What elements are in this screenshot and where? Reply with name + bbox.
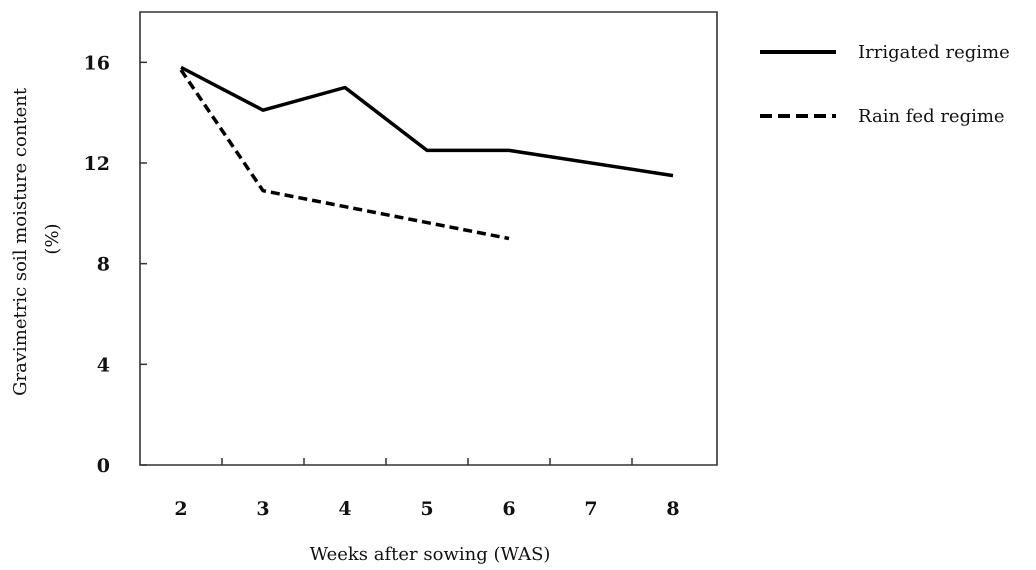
x-tick-label: 4 (338, 498, 351, 520)
plot-area (139, 11, 718, 466)
x-tick-label: 2 (174, 498, 187, 520)
y-axis-title-line-1: Gravimetric soil moisture content (10, 87, 31, 396)
series-line-2 (179, 68, 510, 241)
x-axis-ticks: 2 3 4 5 6 7 8 (174, 458, 680, 520)
y-tick-label: 16 (84, 52, 110, 74)
y-tick-label: 8 (97, 254, 110, 276)
legend-label-2: Rain fed regime (858, 106, 1005, 127)
series-layer (179, 65, 674, 241)
x-tick-label: 3 (256, 498, 269, 520)
x-tick-label: 5 (420, 498, 433, 520)
y-tick-label: 0 (97, 455, 110, 477)
y-axis-ticks: 0 4 8 12 16 (84, 52, 147, 477)
plot-frame (139, 11, 718, 466)
y-axis-title-line-2: (%) (42, 223, 63, 254)
x-tick-label: 8 (666, 498, 679, 520)
x-tick-label: 6 (502, 498, 515, 520)
legend-label-1: Irrigated regime (858, 42, 1010, 63)
x-axis-title: Weeks after sowing (WAS) (310, 544, 551, 565)
x-tick-label: 7 (584, 498, 597, 520)
series-line-1 (180, 65, 674, 178)
y-axis-title: Gravimetric soil moisture content (%) (10, 82, 63, 396)
legend: Irrigated regime Rain fed regime (760, 42, 1010, 127)
y-tick-label: 12 (84, 153, 110, 175)
y-tick-label: 4 (97, 354, 110, 376)
